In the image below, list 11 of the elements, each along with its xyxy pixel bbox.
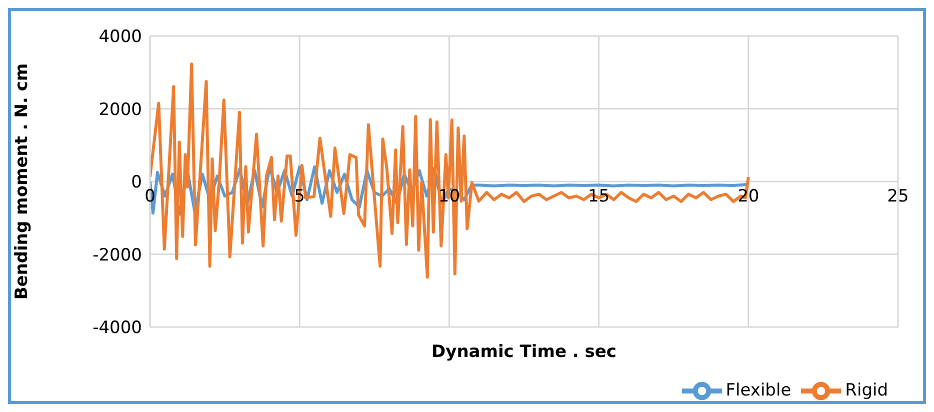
legend-label: Flexible bbox=[726, 380, 792, 401]
legend-label: Rigid bbox=[845, 380, 888, 401]
y-tick-label: 2000 bbox=[98, 100, 142, 120]
x-axis-title: Dynamic Time . sec bbox=[432, 342, 616, 362]
y-tick-label: -4000 bbox=[92, 318, 142, 338]
y-tick-label: 4000 bbox=[98, 27, 142, 48]
y-tick-label: 0 bbox=[131, 172, 142, 193]
y-tick-label: -2000 bbox=[92, 245, 142, 266]
y-axis-title: Bending moment . N. cm bbox=[12, 63, 32, 300]
x-tick-label: 25 bbox=[887, 186, 909, 206]
x-tick-label: 20 bbox=[738, 186, 760, 206]
